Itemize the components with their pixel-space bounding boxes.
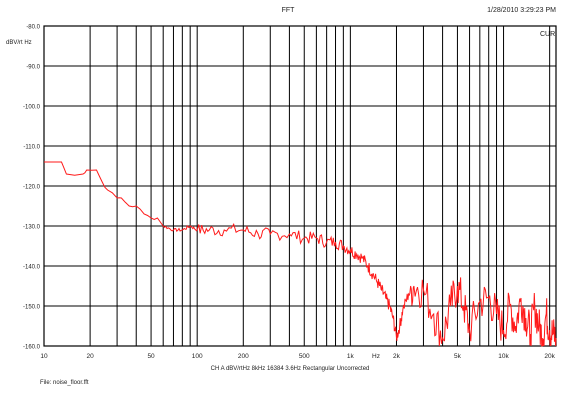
corner-label: CUR — [540, 31, 555, 38]
x-tick-label: 500 — [299, 353, 310, 360]
y-tick-label: -160.0 — [23, 345, 41, 351]
x-unit-label: Hz — [372, 353, 380, 360]
y-tick-label: -90.0 — [26, 65, 40, 71]
timestamp: 1/28/2010 3:29:23 PM — [487, 7, 556, 14]
y-tick-label: -120.0 — [23, 185, 41, 191]
y-tick-label: -150.0 — [23, 305, 41, 311]
y-tick-label: -110.0 — [23, 145, 40, 151]
y-tick-label: -100.0 — [23, 105, 41, 111]
x-tick-label: 10k — [498, 353, 509, 360]
y-tick-label: -140.0 — [23, 265, 41, 271]
x-tick-label: 20 — [86, 353, 94, 360]
x-tick-label: 200 — [238, 353, 249, 360]
file-footer: File: noise_floor.fft — [40, 380, 89, 386]
y-tick-label: -80.0 — [26, 25, 40, 31]
tick-labels: 10 20 50 100 200 500 1k 2k 5k 10k 20k -80.0 -90.0 -10… — [23, 25, 556, 361]
x-tick-label: 10 — [40, 353, 48, 360]
x-tick-label: 1k — [347, 353, 355, 360]
x-tick-label: 50 — [147, 353, 155, 360]
x-tick-label: 20k — [544, 353, 555, 360]
y-axis-label: dBV/rt Hz — [6, 40, 32, 46]
x-tick-label: 5k — [454, 353, 462, 360]
x-axis-caption: CH A dBV/rtHz 8kHz 16384 3.6Hz Rectangul… — [211, 366, 370, 372]
chart-title: FFT — [282, 7, 296, 14]
y-tick-label: -130.0 — [23, 225, 41, 231]
x-tick-label: 100 — [192, 353, 203, 360]
x-tick-label: 2k — [393, 353, 401, 360]
series-line — [44, 161, 557, 347]
grid — [44, 26, 556, 346]
series-group — [44, 161, 557, 347]
